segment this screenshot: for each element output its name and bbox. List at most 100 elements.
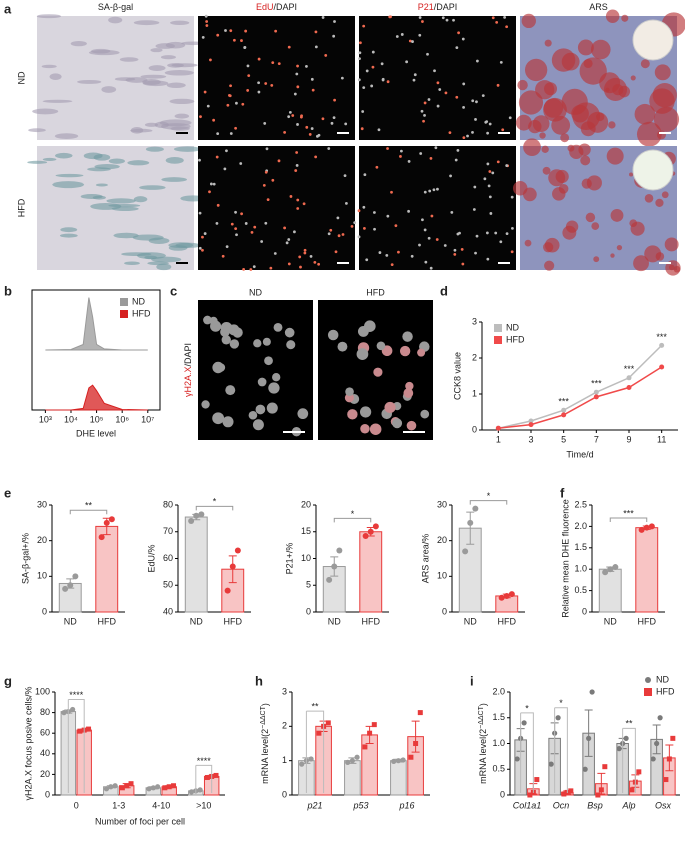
- point: [495, 425, 501, 431]
- nucleus: [356, 348, 369, 360]
- point: [325, 720, 331, 726]
- y-tick-label: 0: [42, 606, 47, 616]
- nucleus: [496, 160, 500, 164]
- nucleus: [277, 159, 281, 163]
- stain: [541, 145, 549, 153]
- nucleus: [436, 104, 440, 108]
- y-tick-label: 40: [163, 606, 173, 616]
- micrograph: [198, 146, 355, 270]
- legend-swatch: [645, 677, 651, 683]
- nucleus: [303, 248, 307, 252]
- x-tick-label: p53: [352, 800, 368, 810]
- nucleus: [286, 340, 296, 350]
- point: [568, 788, 574, 794]
- nucleus: [222, 416, 234, 428]
- nucleus: [333, 20, 336, 23]
- nucleus: [449, 174, 452, 178]
- nucleus: [457, 31, 460, 35]
- bar: [359, 531, 383, 613]
- nucleus: [410, 254, 414, 258]
- nucleus: [246, 89, 250, 92]
- nucleus: [327, 232, 331, 236]
- nucleus: [225, 149, 228, 153]
- nucleus: [296, 85, 300, 89]
- point: [528, 418, 534, 424]
- point: [650, 756, 656, 762]
- nucleus: [411, 40, 414, 43]
- point: [413, 741, 419, 746]
- label-text: /DAPI: [434, 2, 458, 12]
- point: [299, 761, 305, 767]
- nucleus: [461, 262, 465, 266]
- nucleus: [287, 45, 291, 49]
- y-axis-label: P21+/%: [284, 543, 294, 575]
- nucleus: [400, 33, 404, 36]
- legend-swatch: [494, 336, 502, 344]
- stain: [655, 198, 664, 208]
- point: [462, 548, 469, 555]
- sig-label: **: [625, 719, 633, 729]
- point: [229, 563, 236, 570]
- y-tick-label: 0: [306, 606, 311, 616]
- point: [654, 740, 660, 747]
- nucleus: [264, 221, 268, 225]
- y-tick-label: 0.5: [492, 764, 505, 774]
- nucleus: [271, 178, 275, 182]
- point: [198, 511, 205, 518]
- nucleus: [381, 78, 385, 82]
- point: [417, 710, 423, 716]
- nucleus: [273, 252, 277, 255]
- nucleus: [461, 37, 465, 41]
- cell: [106, 198, 136, 204]
- nucleus: [511, 226, 514, 230]
- stain: [593, 256, 600, 263]
- nucleus: [204, 14, 208, 18]
- nucleus: [229, 84, 232, 88]
- stain: [562, 225, 577, 240]
- nucleus: [427, 98, 431, 101]
- y-tick-label: 70: [163, 526, 173, 536]
- nucleus: [343, 174, 347, 178]
- y-tick-label: 0: [45, 789, 50, 799]
- sig-label: *: [559, 698, 563, 708]
- nucleus: [215, 221, 219, 225]
- y-tick-label: 1.5: [574, 542, 587, 552]
- point: [188, 518, 195, 525]
- nucleus: [362, 205, 366, 209]
- nucleus: [235, 233, 238, 237]
- nucleus: [444, 91, 448, 95]
- nucleus: [436, 187, 439, 191]
- point: [636, 769, 642, 775]
- cell: [161, 177, 188, 182]
- sig-label: ***: [623, 508, 634, 518]
- nucleus: [242, 267, 246, 271]
- nucleus: [421, 218, 424, 222]
- point: [316, 730, 322, 736]
- nucleus: [330, 121, 334, 125]
- stain: [630, 75, 636, 81]
- point: [598, 787, 604, 793]
- stain: [543, 97, 567, 122]
- cell: [54, 133, 79, 139]
- nucleus: [453, 253, 457, 256]
- y-tick-label: 20: [301, 499, 311, 509]
- nucleus: [216, 33, 220, 37]
- sig-label: *: [525, 703, 529, 713]
- legend-label: HFD: [506, 334, 525, 344]
- x-tick-label: HFD: [638, 616, 657, 626]
- nucleus: [302, 202, 306, 206]
- cell: [164, 70, 194, 76]
- legend-swatch: [120, 298, 128, 306]
- nucleus: [340, 76, 344, 80]
- point: [155, 784, 161, 790]
- x-axis-label: Number of foci per cell: [95, 816, 185, 826]
- label-text: ARS: [589, 2, 608, 12]
- sig-bracket: [622, 727, 636, 793]
- nucleus: [358, 51, 362, 55]
- y-tick-label: 30: [437, 499, 447, 509]
- x-tick-label: 0: [74, 800, 79, 810]
- nucleus: [212, 118, 216, 122]
- x-tick-label: HFD: [362, 616, 381, 626]
- nucleus: [324, 54, 328, 57]
- sig-bracket: [520, 712, 534, 793]
